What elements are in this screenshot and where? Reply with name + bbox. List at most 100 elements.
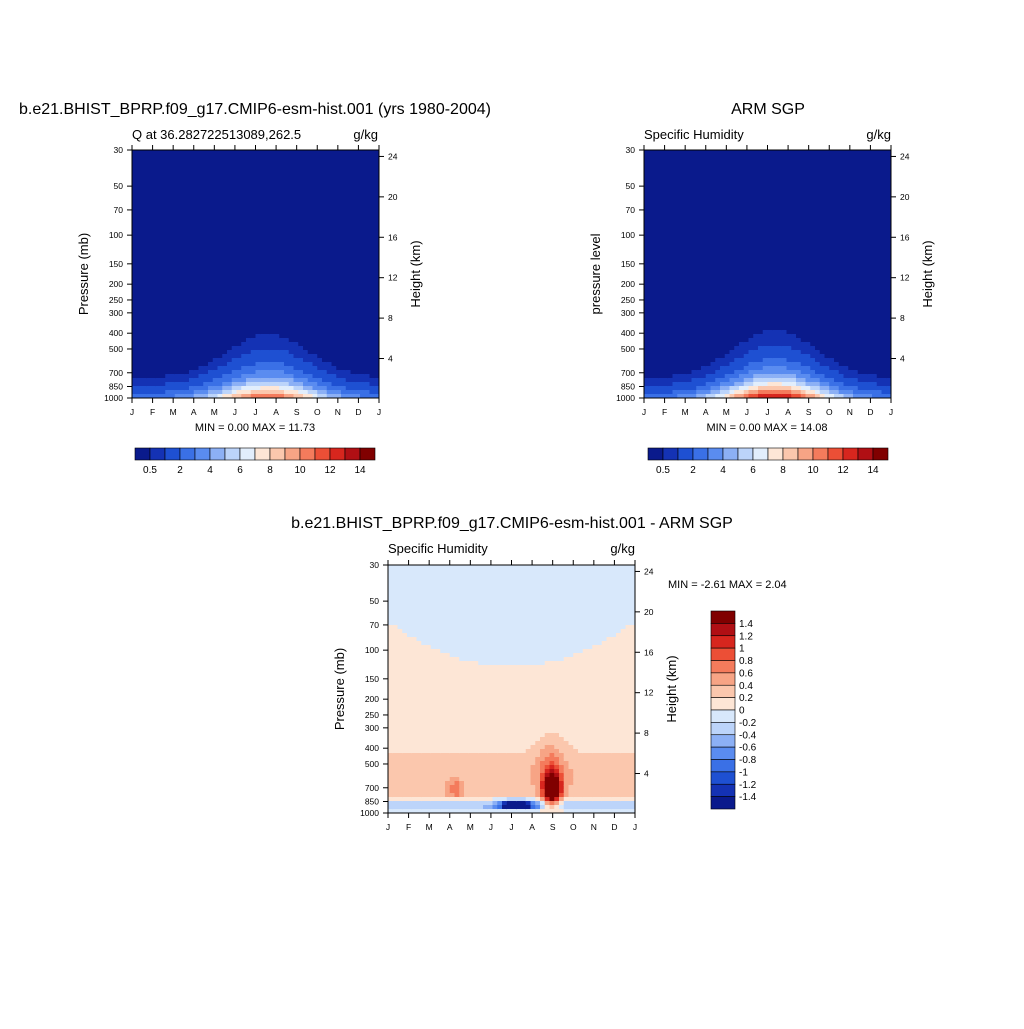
field-cell [730, 374, 735, 379]
field-cell [161, 350, 166, 355]
field-cell [758, 218, 763, 223]
field-cell [720, 150, 725, 155]
field-cell [644, 302, 649, 307]
field-cell [658, 238, 663, 243]
field-cell [711, 318, 716, 323]
field-cell [180, 170, 185, 175]
field-cell [351, 198, 356, 203]
field-cell [308, 314, 313, 319]
field-cell [663, 314, 668, 319]
field-cell [151, 254, 156, 259]
field-cell [137, 382, 142, 387]
field-cell [701, 266, 706, 271]
field-cell [298, 358, 303, 363]
field-cell [222, 274, 227, 279]
field-cell [336, 370, 341, 375]
field-cell [673, 346, 678, 351]
field-cell [265, 294, 270, 299]
field-cell [360, 370, 365, 375]
field-cell [682, 330, 687, 335]
field-cell [370, 170, 375, 175]
field-cell [644, 374, 649, 379]
field-cell [730, 218, 735, 223]
field-cell [313, 250, 318, 255]
field-cell [213, 202, 218, 207]
field-cell [265, 354, 270, 359]
field-cell [251, 306, 256, 311]
field-cell [692, 242, 697, 247]
field-cell [720, 246, 725, 251]
field-cell [749, 218, 754, 223]
field-cell [161, 314, 166, 319]
field-cell [687, 330, 692, 335]
field-cell [692, 174, 697, 179]
field-cell [701, 338, 706, 343]
field-cell [763, 342, 768, 347]
field-cell [132, 342, 137, 347]
field-cell [336, 306, 341, 311]
field-cell [251, 350, 256, 355]
field-cell [165, 214, 170, 219]
field-cell [711, 330, 716, 335]
field-cell [265, 306, 270, 311]
field-cell [237, 214, 242, 219]
field-cell [175, 330, 180, 335]
field-cell [711, 366, 716, 371]
field-cell [758, 162, 763, 167]
field-cell [184, 298, 189, 303]
field-cell [734, 230, 739, 235]
field-cell [146, 314, 151, 319]
field-cell [156, 234, 161, 239]
field-cell [351, 222, 356, 227]
field-cell [189, 346, 194, 351]
field-cell [199, 350, 204, 355]
field-cell [763, 202, 768, 207]
field-cell [663, 178, 668, 183]
field-cell [701, 306, 706, 311]
field-cell [256, 266, 261, 271]
field-cell [270, 366, 275, 371]
field-cell [142, 242, 147, 247]
field-cell [351, 374, 356, 379]
field-cell [184, 382, 189, 387]
field-cell [180, 306, 185, 311]
field-cell [260, 370, 265, 375]
field-cell [132, 330, 137, 335]
field-cell [289, 390, 294, 395]
field-cell [132, 238, 137, 243]
field-cell [336, 166, 341, 171]
field-cell [132, 178, 137, 183]
field-cell [663, 162, 668, 167]
field-cell [365, 174, 370, 179]
field-cell [351, 214, 356, 219]
field-cell [275, 322, 280, 327]
field-cell [260, 242, 265, 247]
field-cell [222, 202, 227, 207]
field-cell [227, 222, 232, 227]
field-cell [370, 338, 375, 343]
field-cell [351, 334, 356, 339]
field-cell [194, 190, 199, 195]
field-cell [265, 310, 270, 315]
field-cell [132, 386, 137, 391]
field-cell [346, 314, 351, 319]
field-cell [170, 286, 175, 291]
field-cell [341, 190, 346, 195]
field-cell [184, 378, 189, 383]
field-cell [355, 282, 360, 287]
panel-model-units: g/kg [353, 127, 378, 142]
field-cell [279, 178, 284, 183]
field-cell [644, 246, 649, 251]
field-cell [758, 362, 763, 367]
field-cell [213, 190, 218, 195]
field-cell [251, 170, 256, 175]
field-cell [189, 386, 194, 391]
field-cell [696, 286, 701, 291]
field-cell [294, 326, 299, 331]
field-cell [284, 294, 289, 299]
field-cell [730, 354, 735, 359]
field-cell [663, 366, 668, 371]
field-cell [663, 242, 668, 247]
field-cell [725, 262, 730, 267]
field-cell [156, 250, 161, 255]
